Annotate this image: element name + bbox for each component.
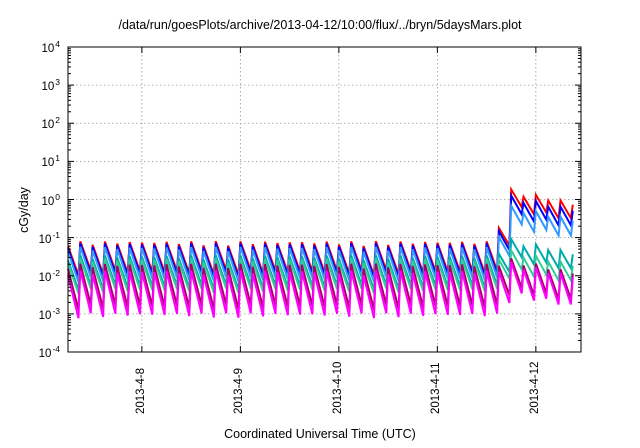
y-tick-exponent: -4 — [52, 344, 60, 354]
y-tick-label: 101 — [41, 153, 60, 169]
y-tick-label: 10-1 — [39, 230, 60, 246]
y-tick-base: 10 — [38, 271, 52, 284]
y-tick-exponent: 2 — [55, 115, 60, 126]
y-tick-exponent: 1 — [55, 153, 60, 164]
y-tick-base: 10 — [38, 309, 52, 322]
x-tick-label: 2013-4-11 — [430, 362, 443, 414]
x-tick-label: 2013-4-8 — [134, 367, 147, 414]
y-tick-label: 10-4 — [39, 344, 60, 360]
y-tick-label: 104 — [41, 39, 60, 55]
y-tick-label: 103 — [41, 77, 60, 93]
y-axis-label: cGy/day — [17, 187, 31, 233]
y-tick-base: 10 — [41, 157, 55, 170]
series-line — [67, 261, 574, 319]
y-tick-base: 10 — [41, 43, 55, 55]
x-tick-label: 2013-4-12 — [528, 361, 541, 414]
tick-marks — [68, 46, 581, 353]
y-tick-exponent: 3 — [55, 77, 60, 88]
x-axis-label: Coordinated Universal Time (UTC) — [224, 427, 416, 441]
y-tick-label: 100 — [41, 192, 60, 208]
y-tick-exponent: -1 — [52, 229, 60, 240]
y-tick-exponent: 0 — [55, 191, 60, 202]
y-tick-exponent: 4 — [55, 39, 60, 49]
y-tick-base: 10 — [38, 233, 52, 246]
x-tick-label: 2013-4-9 — [233, 367, 246, 414]
y-tick-label: 102 — [41, 115, 60, 131]
y-tick-exponent: -2 — [52, 267, 60, 278]
chart-title: /data/run/goesPlots/archive/2013-04-12/1… — [118, 18, 522, 32]
x-tick-label: 2013-4-10 — [331, 361, 344, 414]
y-tick-base: 10 — [38, 348, 52, 360]
y-tick-base: 10 — [41, 195, 55, 208]
y-tick-exponent: -3 — [52, 305, 60, 316]
y-tick-base: 10 — [41, 119, 55, 132]
series-layer — [67, 185, 574, 319]
y-tick-label: 10-3 — [39, 306, 60, 322]
y-tick-label: 10-2 — [39, 268, 60, 284]
y-tick-base: 10 — [41, 81, 55, 94]
